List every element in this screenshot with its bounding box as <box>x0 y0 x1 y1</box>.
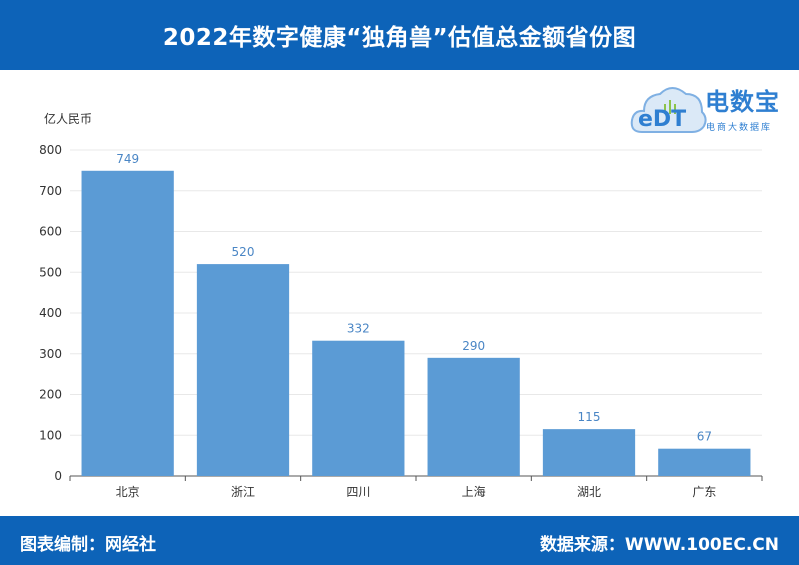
y-tick-label: 0 <box>54 469 62 483</box>
x-tick-label: 北京 <box>116 485 140 499</box>
grid-layer <box>69 149 763 481</box>
x-tick-label: 上海 <box>462 484 486 499</box>
x-tick-label: 四川 <box>346 485 370 499</box>
y-tick-label: 500 <box>39 265 62 279</box>
chart-title: 2022年数字健康“独角兽”估值总金额省份图 <box>162 25 637 51</box>
footer-credit: 图表编制：网经社 <box>20 535 156 555</box>
chart-footer: 图表编制：网经社 数据来源：WWW.100EC.CN <box>0 516 799 565</box>
bar <box>542 429 636 476</box>
bar <box>658 448 751 476</box>
data-label: 290 <box>462 339 485 353</box>
y-tick-label: 700 <box>39 184 62 198</box>
x-tick-label: 湖北 <box>577 484 601 499</box>
data-label: 332 <box>347 322 370 336</box>
x-tick-label: 浙江 <box>231 485 255 499</box>
data-label: 749 <box>116 152 139 166</box>
bar <box>81 170 174 476</box>
y-axis-label: 亿人民币 <box>44 111 92 126</box>
data-label: 67 <box>697 430 712 444</box>
y-tick-label: 800 <box>39 143 62 157</box>
y-tick-label: 300 <box>39 347 62 361</box>
y-tick-label: 600 <box>39 225 62 239</box>
bar <box>196 264 290 476</box>
cloud-logo-icon: eDT <box>630 87 707 133</box>
footer-source: 数据来源：WWW.100EC.CN <box>539 535 779 555</box>
data-label: 115 <box>578 410 601 424</box>
label-layer: 0 100 200 300 400 500 600 700 800 749 北京 520 浙江 332 四川… <box>39 143 716 499</box>
logo: eDT 电数宝 电商大数据库 <box>628 74 798 142</box>
bar-chart: 0 100 200 300 400 500 600 700 800 749 北京 520 浙江 332 四川… <box>39 111 763 499</box>
bar-layer <box>81 170 751 476</box>
data-label: 520 <box>232 245 255 259</box>
bar <box>312 340 405 476</box>
logo-sub-text: 电商大数据库 <box>706 123 773 133</box>
y-tick-label: 100 <box>39 428 62 442</box>
bar <box>427 357 520 476</box>
chart-area: 0 100 200 300 400 500 600 700 800 749 北京 520 浙江 332 四川… <box>0 70 799 516</box>
logo-icon-text: eDT <box>638 107 686 132</box>
y-tick-label: 400 <box>39 306 62 320</box>
x-tick-label: 广东 <box>692 485 716 499</box>
logo-main-text: 电数宝 <box>705 88 780 116</box>
y-tick-label: 200 <box>39 388 62 402</box>
chart-header: 2022年数字健康“独角兽”估值总金额省份图 <box>0 0 799 70</box>
